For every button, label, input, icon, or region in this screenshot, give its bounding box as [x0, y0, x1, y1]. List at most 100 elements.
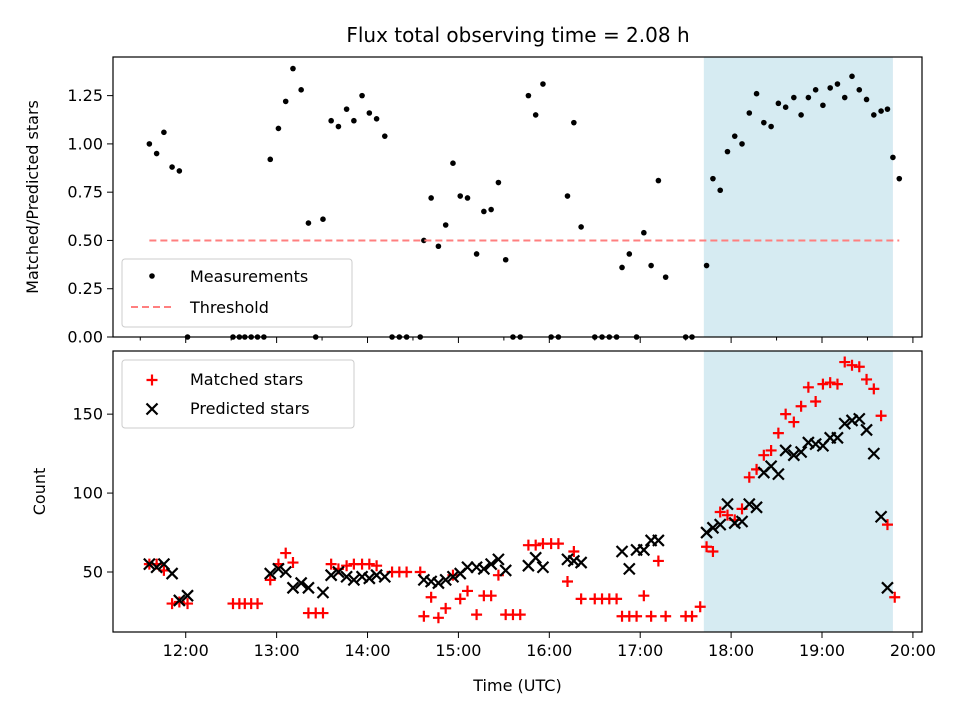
measurements-point — [488, 206, 494, 213]
matched-stars-point — [440, 602, 452, 614]
matched-stars-point — [765, 444, 777, 456]
measurements-point — [525, 92, 532, 99]
predicted-stars-point — [700, 526, 713, 539]
bottom-x-ticks: 12:00 13:00 14:00 15:00 16:00 17:00 18:00 19:00… — [163, 632, 936, 660]
measurements-point — [282, 98, 289, 105]
measurements-point — [655, 177, 662, 184]
top-ytick-label: 1.00 — [67, 134, 103, 153]
measurements-point — [805, 94, 812, 101]
matched-stars-point — [552, 538, 564, 550]
matched-stars-point — [721, 509, 733, 521]
matched-stars-point — [575, 593, 587, 605]
matched-stars-point — [839, 356, 851, 368]
measurements-point — [878, 108, 884, 114]
measurements-point — [724, 148, 731, 155]
top-y-ticks: 0.00 0.25 0.50 0.75 1.00 1.25 — [67, 86, 113, 347]
measurements-point — [495, 179, 502, 186]
measurements-point — [739, 141, 745, 147]
matched-stars-point — [780, 408, 792, 420]
predicted-stars-point — [279, 565, 292, 579]
predicted-stars-point — [446, 570, 460, 584]
measurements-point — [373, 115, 380, 122]
bottom-axes-frame — [112, 350, 923, 633]
measurements-point — [450, 160, 456, 167]
measurements-point — [753, 90, 760, 97]
x-axis-label: Time (UTC) — [472, 676, 561, 695]
bottom-y-axis-label: Count — [30, 468, 49, 516]
measurements-point — [884, 106, 891, 112]
predicted-stars-point — [860, 423, 873, 437]
measurements-point — [464, 195, 471, 201]
predicted-stars-point — [477, 562, 491, 576]
matched-stars-point — [846, 359, 858, 371]
matched-stars-point — [462, 585, 474, 597]
xtick-label: 12:00 — [163, 641, 209, 660]
legend-label-predicted-stars: Predicted stars — [190, 399, 310, 418]
measurements-point — [717, 187, 724, 194]
matched-stars-point — [317, 607, 329, 619]
matched-stars-point — [861, 373, 873, 385]
measurements-point — [896, 175, 903, 182]
predicted-stars-point — [324, 568, 338, 582]
predicted-stars-point — [363, 572, 376, 585]
predicted-stars-point — [316, 586, 330, 599]
measurements-point — [351, 117, 357, 124]
predicted-stars-point — [332, 565, 345, 579]
matched-stars-point — [530, 539, 542, 551]
xtick-label: 15:00 — [435, 641, 481, 660]
predicted-stars-point — [461, 560, 474, 574]
predicted-stars-point — [143, 557, 156, 571]
measurements-point — [871, 112, 877, 118]
predicted-stars-point — [772, 467, 785, 481]
predicted-stars-point — [794, 445, 808, 459]
matched-stars-point — [425, 591, 437, 603]
measurements-point — [532, 112, 539, 118]
measurements-point — [176, 168, 183, 174]
chart-title: Flux total observing time = 2.08 h — [346, 23, 689, 47]
predicted-stars-point — [874, 510, 888, 524]
measurements-point — [775, 100, 782, 107]
bottom-legend-box — [121, 359, 355, 429]
predicted-stars-point — [637, 543, 651, 557]
matched-stars-point — [660, 610, 672, 622]
predicted-stars-point — [831, 431, 844, 445]
matched-stars-point — [264, 574, 276, 586]
measurements-point — [849, 73, 855, 80]
matched-stars-point — [363, 558, 375, 570]
measurements-point — [782, 104, 789, 111]
legend-plus-marker — [146, 374, 158, 386]
measurements-point — [890, 154, 896, 161]
predicted-stars-point — [499, 564, 512, 577]
bot-ytick-label: 50 — [83, 563, 103, 582]
matched-stars-point — [341, 560, 353, 572]
measurements-point — [428, 195, 434, 201]
measurements-point — [442, 222, 449, 228]
measurements-point — [710, 175, 716, 182]
predicted-stars-point — [615, 545, 629, 558]
predicted-stars-point — [853, 412, 866, 426]
predicted-stars-point — [623, 562, 636, 576]
matched-stars-point — [454, 593, 466, 605]
matched-stars-point — [280, 547, 292, 559]
top-x-ticks — [139, 337, 914, 343]
predicted-stars-point — [181, 589, 194, 602]
matched-stars-point — [173, 596, 185, 608]
predicted-stars-point — [779, 444, 792, 457]
predicted-stars-point — [340, 570, 353, 584]
measurements-point — [812, 87, 819, 93]
top-y-axis-label: Matched/Predicted stars — [23, 100, 42, 294]
measurements-point — [746, 110, 753, 116]
matched-stars-point — [772, 427, 784, 439]
legend-label-matched-stars: Matched stars — [190, 370, 303, 389]
bottom-y-ticks: 50 100 150 — [72, 405, 113, 582]
predicted-stars-point — [706, 521, 720, 535]
bot-ytick-label: 150 — [72, 405, 103, 424]
measurements-point — [571, 119, 577, 126]
measurements-point — [619, 264, 625, 271]
matched-stars-point — [875, 410, 887, 422]
matched-stars-point — [561, 575, 573, 587]
predicted-stars-point — [529, 551, 542, 565]
top-ytick-label: 0.50 — [67, 231, 103, 250]
